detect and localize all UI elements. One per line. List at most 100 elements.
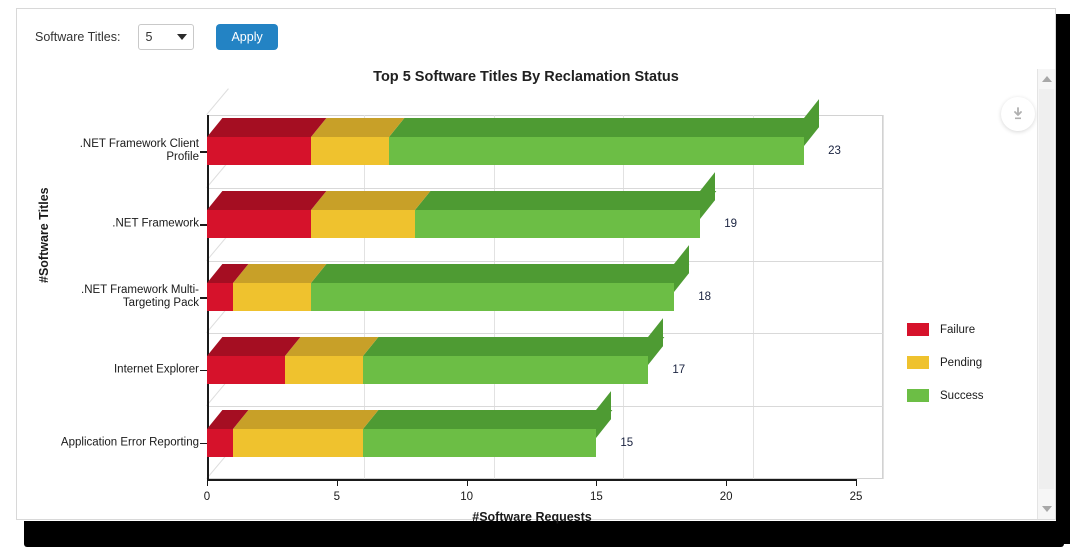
x-tick bbox=[856, 479, 857, 486]
bar-segment[interactable] bbox=[414, 172, 716, 239]
y-tick bbox=[200, 442, 208, 445]
bar-segment-top bbox=[232, 264, 327, 283]
y-tick bbox=[200, 369, 208, 372]
apply-button[interactable]: Apply bbox=[216, 24, 278, 50]
bar-segment-top bbox=[207, 191, 327, 211]
report-panel: Software Titles: 5 Apply Top 5 Software … bbox=[16, 8, 1056, 524]
download-icon[interactable] bbox=[1001, 97, 1035, 131]
chart-legend: Failure Pending Success bbox=[907, 323, 983, 422]
bar-segment-top bbox=[414, 191, 716, 211]
bar-segment[interactable] bbox=[207, 336, 301, 384]
bar-segment-top bbox=[310, 264, 690, 283]
window-shadow-bottom bbox=[24, 521, 1064, 547]
category-label: Application Error Reporting bbox=[60, 436, 199, 449]
bar-segment[interactable] bbox=[310, 245, 690, 311]
x-tick-label: 20 bbox=[719, 491, 733, 503]
bar-segment[interactable] bbox=[207, 118, 327, 166]
bar-segment[interactable] bbox=[362, 317, 664, 384]
vertical-scrollbar[interactable] bbox=[1037, 69, 1055, 519]
bar-segment-top bbox=[362, 336, 664, 356]
chevron-down-icon bbox=[177, 34, 188, 40]
legend-swatch bbox=[907, 389, 929, 402]
legend-item[interactable]: Success bbox=[907, 389, 983, 402]
bar-segment[interactable] bbox=[362, 390, 612, 457]
row-separator bbox=[207, 406, 883, 408]
y-tick bbox=[200, 297, 208, 299]
bar-total-label: 17 bbox=[672, 363, 686, 376]
bar-segment-top bbox=[207, 118, 327, 138]
y-axis-title: #Software Titles bbox=[37, 187, 51, 283]
bar-segment[interactable] bbox=[310, 118, 405, 166]
scrollbar-thumb[interactable] bbox=[1039, 89, 1054, 489]
bar-segment[interactable] bbox=[207, 191, 327, 239]
bar-segment-top bbox=[310, 118, 405, 138]
bar-segment-front bbox=[207, 355, 285, 384]
gridline-vertical bbox=[883, 115, 884, 479]
x-tick-label: 10 bbox=[460, 491, 473, 503]
bar-segment[interactable] bbox=[310, 191, 431, 239]
bar-segment-front bbox=[414, 210, 701, 239]
x-tick bbox=[336, 479, 338, 486]
row-separator bbox=[207, 333, 883, 335]
bar-segment[interactable] bbox=[207, 409, 249, 457]
bar-segment-top bbox=[362, 409, 612, 429]
plot-area: 0 5 10 15 20 25 23 19 18 17 15 .NET Framework Cli… bbox=[61, 88, 884, 503]
bar-segment-front bbox=[310, 283, 675, 311]
bar-segment-front bbox=[232, 283, 311, 311]
legend-label: Failure bbox=[940, 323, 976, 336]
bar-total-label: 23 bbox=[828, 145, 841, 158]
software-titles-select-value: 5 bbox=[145, 30, 153, 44]
bar-segment-front bbox=[207, 283, 233, 311]
bar-segment[interactable] bbox=[284, 336, 379, 384]
bar-segment-front bbox=[232, 428, 363, 457]
category-label: .NET Framework Multi-Targeting Pack bbox=[81, 284, 199, 309]
bar-total-label: 19 bbox=[724, 218, 738, 231]
x-tick bbox=[726, 479, 728, 486]
bar-segment-top bbox=[284, 336, 379, 356]
chart-container: Top 5 Software Titles By Reclamation Sta… bbox=[17, 55, 1035, 524]
y-tick bbox=[200, 224, 208, 226]
x-axis-line bbox=[207, 479, 856, 481]
caret-down-icon[interactable] bbox=[1041, 506, 1052, 512]
bar-total-label: 18 bbox=[698, 291, 712, 303]
legend-label: Success bbox=[940, 389, 984, 402]
bar-segment-front bbox=[388, 137, 805, 166]
category-label: .NET Framework Client Profile bbox=[79, 138, 199, 164]
x-tick-label: 5 bbox=[333, 491, 340, 503]
bar-segment-front bbox=[310, 137, 389, 166]
bar-segment[interactable] bbox=[232, 264, 327, 311]
bar-segment-front bbox=[310, 210, 415, 239]
y-tick bbox=[200, 151, 208, 153]
bar-segment-front bbox=[362, 428, 597, 457]
x-tick bbox=[207, 479, 208, 486]
category-label: Internet Explorer bbox=[113, 363, 199, 376]
gridline-vertical bbox=[753, 115, 755, 479]
bar-segment-top bbox=[232, 409, 379, 429]
x-axis-title: #Software Requests bbox=[472, 510, 592, 524]
bar-segment-front bbox=[362, 355, 649, 384]
bar-segment-front bbox=[284, 355, 363, 384]
x-tick bbox=[596, 479, 598, 486]
x-tick-label: 15 bbox=[589, 491, 603, 503]
bar-segment-front bbox=[207, 210, 311, 239]
filter-toolbar: Software Titles: 5 Apply bbox=[17, 9, 1055, 65]
legend-swatch bbox=[907, 323, 929, 336]
bar-segment-top bbox=[310, 191, 431, 211]
chart-title: Top 5 Software Titles By Reclamation Sta… bbox=[373, 69, 679, 85]
depth-line bbox=[206, 88, 229, 115]
x-tick bbox=[466, 479, 468, 486]
legend-item[interactable]: Failure bbox=[907, 323, 983, 336]
bar-segment-top bbox=[207, 336, 301, 356]
bar-segment[interactable] bbox=[232, 409, 379, 457]
software-titles-select[interactable]: 5 bbox=[138, 24, 195, 50]
bar-segment-top bbox=[388, 118, 820, 138]
row-separator bbox=[207, 187, 883, 189]
x-tick-label: 25 bbox=[849, 491, 863, 503]
legend-item[interactable]: Pending bbox=[907, 356, 983, 369]
bar-segment[interactable] bbox=[207, 264, 249, 311]
bar-total-label: 15 bbox=[620, 436, 634, 449]
caret-up-icon[interactable] bbox=[1041, 76, 1052, 82]
bar-segment-front bbox=[207, 137, 311, 166]
bar-segment[interactable] bbox=[388, 99, 820, 166]
